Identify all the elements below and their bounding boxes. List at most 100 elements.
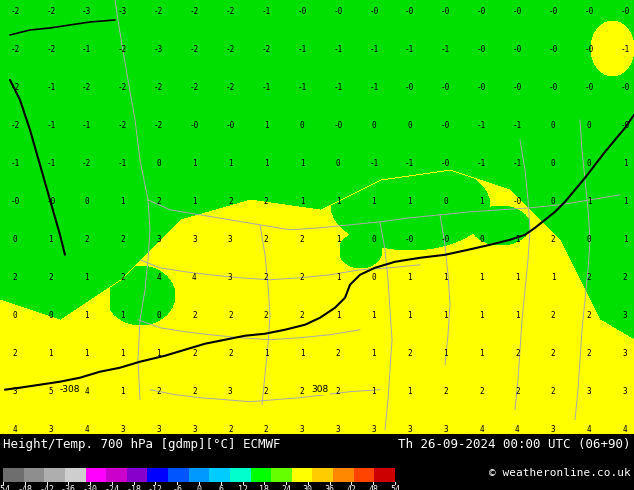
Text: 2: 2 <box>623 273 627 282</box>
Text: -0: -0 <box>405 7 415 17</box>
Text: 3: 3 <box>587 387 592 396</box>
Text: 1: 1 <box>515 311 520 320</box>
Text: 4: 4 <box>156 273 161 282</box>
Text: -0: -0 <box>441 235 450 245</box>
Text: -0: -0 <box>297 7 307 17</box>
Text: 1: 1 <box>408 387 412 396</box>
Text: 2: 2 <box>13 273 17 282</box>
Text: -2: -2 <box>190 83 199 93</box>
Text: -2: -2 <box>46 46 56 54</box>
Text: 1: 1 <box>335 311 340 320</box>
Text: 2: 2 <box>479 387 484 396</box>
Text: 1: 1 <box>623 159 627 169</box>
Text: -2: -2 <box>226 7 235 17</box>
Text: 2: 2 <box>120 235 125 245</box>
Text: 3: 3 <box>300 425 304 434</box>
Text: 4: 4 <box>623 425 627 434</box>
Text: 6: 6 <box>218 485 223 490</box>
Text: 4: 4 <box>515 425 520 434</box>
Text: 42: 42 <box>346 485 356 490</box>
Text: -0: -0 <box>46 197 56 206</box>
Text: -2: -2 <box>10 122 20 130</box>
Text: -42: -42 <box>39 485 54 490</box>
Text: 2: 2 <box>515 349 520 358</box>
Text: 0: 0 <box>587 235 592 245</box>
Text: Th 26-09-2024 00:00 UTC (06+90): Th 26-09-2024 00:00 UTC (06+90) <box>399 438 631 451</box>
Text: 2: 2 <box>264 273 268 282</box>
Text: -0: -0 <box>477 7 486 17</box>
Bar <box>271 468 292 482</box>
Text: -1: -1 <box>333 46 342 54</box>
Text: 1: 1 <box>84 273 89 282</box>
Text: 30: 30 <box>303 485 313 490</box>
Text: 1: 1 <box>479 273 484 282</box>
Text: -2: -2 <box>10 7 20 17</box>
Text: -1: -1 <box>477 159 486 169</box>
Text: 3: 3 <box>156 425 161 434</box>
Text: 1: 1 <box>120 197 125 206</box>
Text: 1: 1 <box>623 197 627 206</box>
Text: -1: -1 <box>10 159 20 169</box>
Text: 1: 1 <box>479 197 484 206</box>
Text: -0: -0 <box>513 197 522 206</box>
Text: -18: -18 <box>126 485 141 490</box>
Text: -2: -2 <box>226 46 235 54</box>
Text: 5: 5 <box>49 387 53 396</box>
Text: 3: 3 <box>443 425 448 434</box>
Text: 2: 2 <box>587 349 592 358</box>
Text: 1: 1 <box>192 159 197 169</box>
Text: 0: 0 <box>84 197 89 206</box>
Text: -0: -0 <box>10 197 20 206</box>
Text: -2: -2 <box>118 46 127 54</box>
Text: -0: -0 <box>333 7 342 17</box>
Text: -0: -0 <box>548 7 558 17</box>
Bar <box>86 468 106 482</box>
Text: 0: 0 <box>479 235 484 245</box>
Text: 1: 1 <box>300 197 304 206</box>
Text: -2: -2 <box>82 159 91 169</box>
Text: -2: -2 <box>262 46 271 54</box>
Text: -2: -2 <box>10 46 20 54</box>
Text: -1: -1 <box>513 122 522 130</box>
Text: 1: 1 <box>443 273 448 282</box>
Text: 0: 0 <box>372 235 376 245</box>
Text: -0: -0 <box>190 122 199 130</box>
Text: 2: 2 <box>443 387 448 396</box>
Text: 2: 2 <box>156 197 161 206</box>
Text: 3: 3 <box>551 425 555 434</box>
Text: 1: 1 <box>228 159 233 169</box>
Text: 2: 2 <box>192 349 197 358</box>
Text: 1: 1 <box>408 273 412 282</box>
Text: -0: -0 <box>513 7 522 17</box>
Text: -0: -0 <box>405 83 415 93</box>
Text: 1: 1 <box>551 273 555 282</box>
Text: -1: -1 <box>297 83 307 93</box>
Text: 1: 1 <box>264 159 268 169</box>
Text: -1: -1 <box>405 159 415 169</box>
Text: 4: 4 <box>84 387 89 396</box>
Text: 3: 3 <box>335 425 340 434</box>
Bar <box>374 468 395 482</box>
Text: -1: -1 <box>46 122 56 130</box>
Text: -1: -1 <box>621 46 630 54</box>
Text: 1: 1 <box>156 349 161 358</box>
Text: 0: 0 <box>156 159 161 169</box>
Text: -3: -3 <box>82 7 91 17</box>
Text: 3: 3 <box>192 425 197 434</box>
Text: -30: -30 <box>82 485 98 490</box>
Text: 1: 1 <box>372 349 376 358</box>
Text: 4: 4 <box>479 425 484 434</box>
Text: 2: 2 <box>300 311 304 320</box>
Text: 1: 1 <box>443 311 448 320</box>
Text: -2: -2 <box>46 7 56 17</box>
Text: 1: 1 <box>587 197 592 206</box>
Text: -1: -1 <box>46 159 56 169</box>
Text: 3: 3 <box>623 311 627 320</box>
Text: -2: -2 <box>190 46 199 54</box>
Bar <box>3 468 23 482</box>
Text: 3: 3 <box>228 387 233 396</box>
Text: 2: 2 <box>192 311 197 320</box>
Bar <box>168 468 189 482</box>
Text: -1: -1 <box>297 46 307 54</box>
Text: -2: -2 <box>154 122 163 130</box>
